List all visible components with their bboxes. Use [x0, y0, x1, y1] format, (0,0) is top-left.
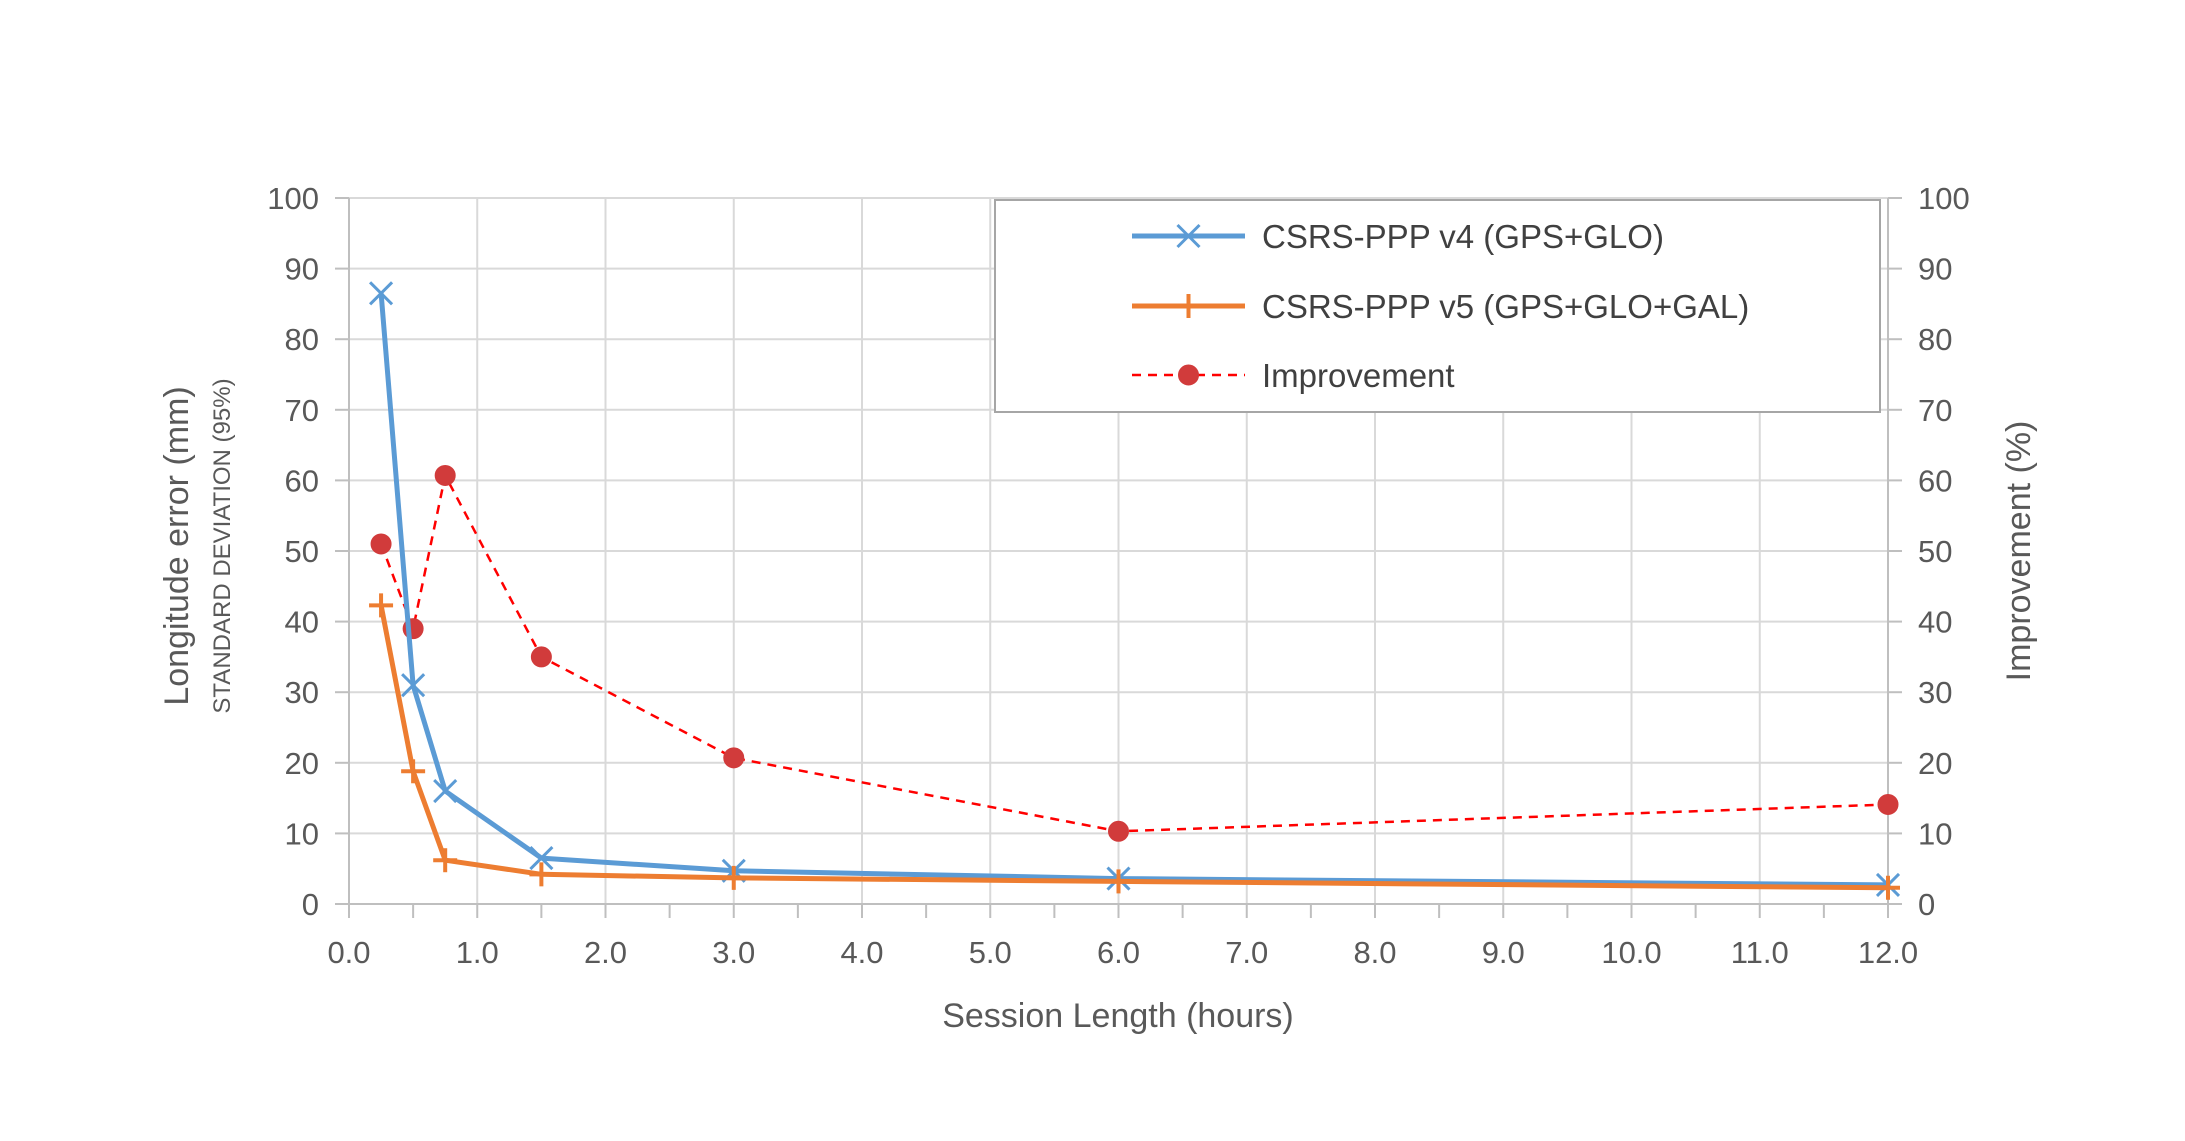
x-tick-label: 7.0 [1225, 935, 1268, 970]
y-tick-label: 90 [285, 252, 319, 287]
x-tick-label: 8.0 [1353, 935, 1396, 970]
data-point [401, 759, 426, 784]
x-tick-label: 12.0 [1858, 935, 1918, 970]
data-point [530, 646, 552, 668]
data-point [434, 464, 456, 486]
y2-tick-label: 80 [1918, 322, 1952, 357]
y2-tick-label: 70 [1918, 393, 1952, 428]
legend-marker [1176, 294, 1201, 318]
legend: CSRS-PPP v4 (GPS+GLO) CSRS-PPP v5 (GPS+GL… [994, 199, 1881, 413]
legend-marker [1176, 223, 1201, 249]
y2-tick-label: 60 [1918, 463, 1952, 498]
y2-axis-title: Improvement (%) [2000, 421, 2038, 682]
data-point [433, 848, 458, 873]
y2-tick-label: 30 [1918, 675, 1952, 710]
legend-marker [1178, 364, 1199, 386]
data-point [1877, 793, 1899, 815]
x-tick-label: 3.0 [712, 935, 755, 970]
legend-label: CSRS-PPP v4 (GPS+GLO) [1262, 218, 1664, 255]
y-axis-subtitle: STANDARD DEVIATION (95%) [209, 378, 236, 713]
y2-tick-label: 0 [1918, 887, 1935, 922]
x-tick-label: 1.0 [456, 935, 499, 970]
y-tick-label: 30 [285, 675, 319, 710]
y2-tick-label: 90 [1918, 252, 1952, 287]
data-point [721, 865, 746, 890]
series-2 [370, 464, 1899, 842]
legend-item-0: CSRS-PPP v4 (GPS+GLO) [1132, 218, 1664, 255]
y-tick-label: 100 [267, 181, 319, 216]
legend-items: CSRS-PPP v4 (GPS+GLO) CSRS-PPP v5 (GPS+GL… [1132, 218, 1749, 394]
y-tick-label: 20 [285, 746, 319, 781]
series-layer [369, 281, 1901, 900]
legend-label: Improvement [1262, 357, 1455, 394]
data-point [529, 862, 554, 887]
y-tick-label: 60 [285, 463, 319, 498]
x-axis-title: Session Length (hours) [942, 997, 1294, 1035]
axes [335, 197, 1902, 918]
y-tick-label: 0 [302, 887, 319, 922]
data-point [1106, 869, 1131, 894]
y-tick-label: 40 [285, 605, 319, 640]
x-tick-label: 2.0 [584, 935, 627, 970]
data-point [433, 778, 458, 804]
legend-label: CSRS-PPP v5 (GPS+GLO+GAL) [1262, 288, 1749, 325]
data-point [401, 673, 426, 698]
y-tick-label: 70 [285, 393, 319, 428]
data-point [369, 281, 394, 306]
x-tick-label: 11.0 [1731, 935, 1789, 970]
legend-item-2: Improvement [1132, 357, 1455, 394]
data-point [1876, 875, 1900, 900]
y-tick-label: 50 [285, 534, 319, 569]
x-tick-label: 5.0 [969, 935, 1012, 970]
y-axis-title: Longitude error (mm) [158, 386, 196, 705]
x-tick-label: 4.0 [840, 935, 883, 970]
y-tick-label: 80 [285, 322, 319, 357]
x-tick-label: 0.0 [327, 935, 370, 970]
y2-tick-label: 100 [1918, 181, 1970, 216]
series-1 [369, 593, 1900, 900]
legend-item-1: CSRS-PPP v5 (GPS+GLO+GAL) [1132, 288, 1749, 325]
y2-tick-label: 10 [1918, 816, 1952, 851]
data-point [370, 533, 392, 555]
data-point [1108, 820, 1129, 842]
data-point [529, 846, 554, 871]
data-point [723, 747, 745, 769]
x-tick-label: 10.0 [1601, 935, 1661, 970]
y2-tick-label: 20 [1918, 746, 1952, 781]
y-tick-label: 10 [285, 816, 319, 851]
tick-labels: 0 10 20 30 40 50 60 70 80 90 100 0 10 20 30 40 50 60 70 80 9… [267, 181, 1969, 970]
x-tick-label: 9.0 [1482, 935, 1525, 970]
x-tick-label: 6.0 [1097, 935, 1140, 970]
y2-tick-label: 50 [1918, 534, 1952, 569]
data-point [369, 593, 394, 618]
y2-tick-label: 40 [1918, 605, 1952, 640]
